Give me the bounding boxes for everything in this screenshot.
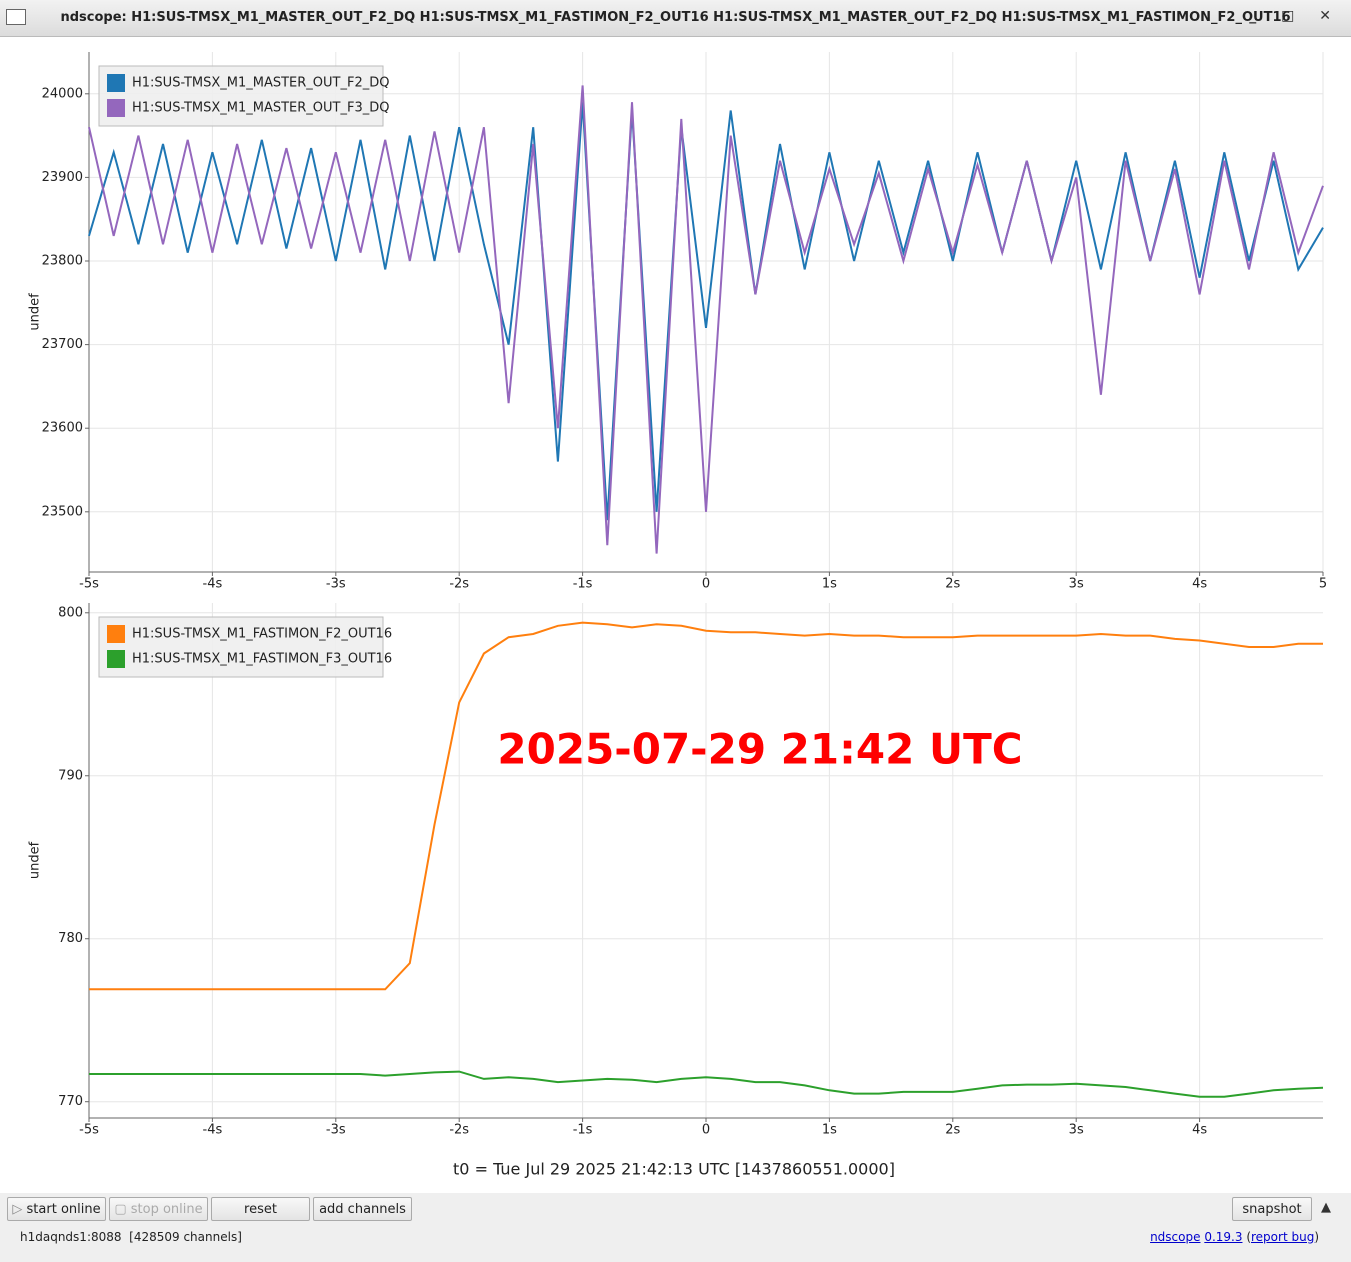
stop-online-button[interactable]: ▢ stop online [109, 1197, 208, 1221]
x-tick-label: -3s [326, 1123, 346, 1138]
x-tick-label: -2s [449, 1123, 469, 1138]
x-tick-label: 3s [1069, 1123, 1084, 1138]
series-line [88, 85, 1324, 554]
x-tick-label: 3s [1069, 577, 1084, 592]
y-tick-label: 770 [58, 1094, 83, 1109]
x-tick-label: 0 [702, 577, 710, 592]
legend-swatch [107, 99, 125, 117]
x-tick-label: -1s [573, 1123, 593, 1138]
legend-swatch [107, 625, 125, 643]
x-tick-label: 1s [822, 1123, 837, 1138]
x-tick-label: -4s [203, 1123, 223, 1138]
y-tick-label: 23500 [42, 504, 83, 519]
add-channels-button[interactable]: add channels [313, 1197, 412, 1221]
x-tick-label: 2s [945, 1123, 960, 1138]
legend-box [98, 65, 384, 127]
y-tick-label: 780 [58, 931, 83, 946]
legend-label: H1:SUS-TMSX_M1_FASTIMON_F3_OUT16 [132, 652, 392, 667]
series-line [89, 621, 1323, 991]
annotation: 2025-07-29 21:42 UTC [497, 725, 1022, 774]
x-tick-label: 4s [1192, 577, 1207, 592]
window-menu-icon[interactable] [6, 9, 26, 25]
button-label: stop online [130, 1202, 203, 1217]
legend-label: H1:SUS-TMSX_M1_MASTER_OUT_F3_DQ [132, 101, 389, 116]
y-tick-label: 23700 [42, 337, 83, 352]
y-tick-label: 23600 [42, 421, 83, 436]
collapse-arrow[interactable]: ▲ [1321, 1200, 1331, 1215]
start-online-button[interactable]: ▷ start online [7, 1197, 106, 1221]
window-title: ndscope: H1:SUS-TMSX_M1_MASTER_OUT_F2_DQ… [0, 0, 1351, 37]
x-tick-label: 0 [702, 1123, 710, 1138]
t0-label: t0 = Tue Jul 29 2025 21:42:13 UTC [14378… [453, 1160, 895, 1179]
x-tick-label: 4s [1192, 1123, 1207, 1138]
y-axis-label: undef [28, 841, 43, 879]
series-line [88, 102, 1324, 521]
y-tick-label: 23800 [42, 254, 83, 269]
x-tick-label: -2s [449, 577, 469, 592]
y-tick-label: 24000 [42, 86, 83, 101]
x-tick-label: 2s [945, 577, 960, 592]
status-text: h1daqnds1:8088 [428509 channels] [20, 1230, 242, 1244]
link[interactable]: 0.19.3 [1204, 1230, 1243, 1244]
legend-swatch [107, 650, 125, 668]
legend-label: H1:SUS-TMSX_M1_FASTIMON_F2_OUT16 [132, 627, 392, 642]
x-tick-label: -3s [326, 577, 346, 592]
series-line [89, 1070, 1324, 1098]
legend-label: H1:SUS-TMSX_M1_MASTER_OUT_F2_DQ [132, 76, 389, 91]
version-info: ndscope 0.19.3 (report bug) [1150, 1230, 1319, 1244]
legend-box [98, 616, 384, 678]
y-tick-label: 790 [58, 768, 83, 783]
x-tick-label: -5s [79, 1123, 99, 1138]
y-tick-label: 800 [58, 605, 83, 620]
x-tick-label: 1s [822, 577, 837, 592]
paren: ) [1314, 1230, 1319, 1244]
snapshot-button[interactable]: snapshot [1232, 1197, 1312, 1221]
legend-swatch [107, 74, 125, 92]
y-axis-label: undef [28, 293, 43, 331]
x-tick-label: -4s [203, 577, 223, 592]
y-tick-label: 23900 [42, 170, 83, 185]
x-tick-label: 5 [1319, 577, 1327, 592]
window-controls[interactable]: _ □ ✕ [1249, 8, 1341, 24]
button-label: start online [26, 1202, 101, 1217]
reset-button[interactable]: reset [211, 1197, 310, 1221]
x-tick-label: -5s [79, 577, 99, 592]
x-tick-label: -1s [573, 577, 593, 592]
link[interactable]: report bug [1251, 1230, 1315, 1244]
link[interactable]: ndscope [1150, 1230, 1201, 1244]
paren: ( [1246, 1230, 1251, 1244]
